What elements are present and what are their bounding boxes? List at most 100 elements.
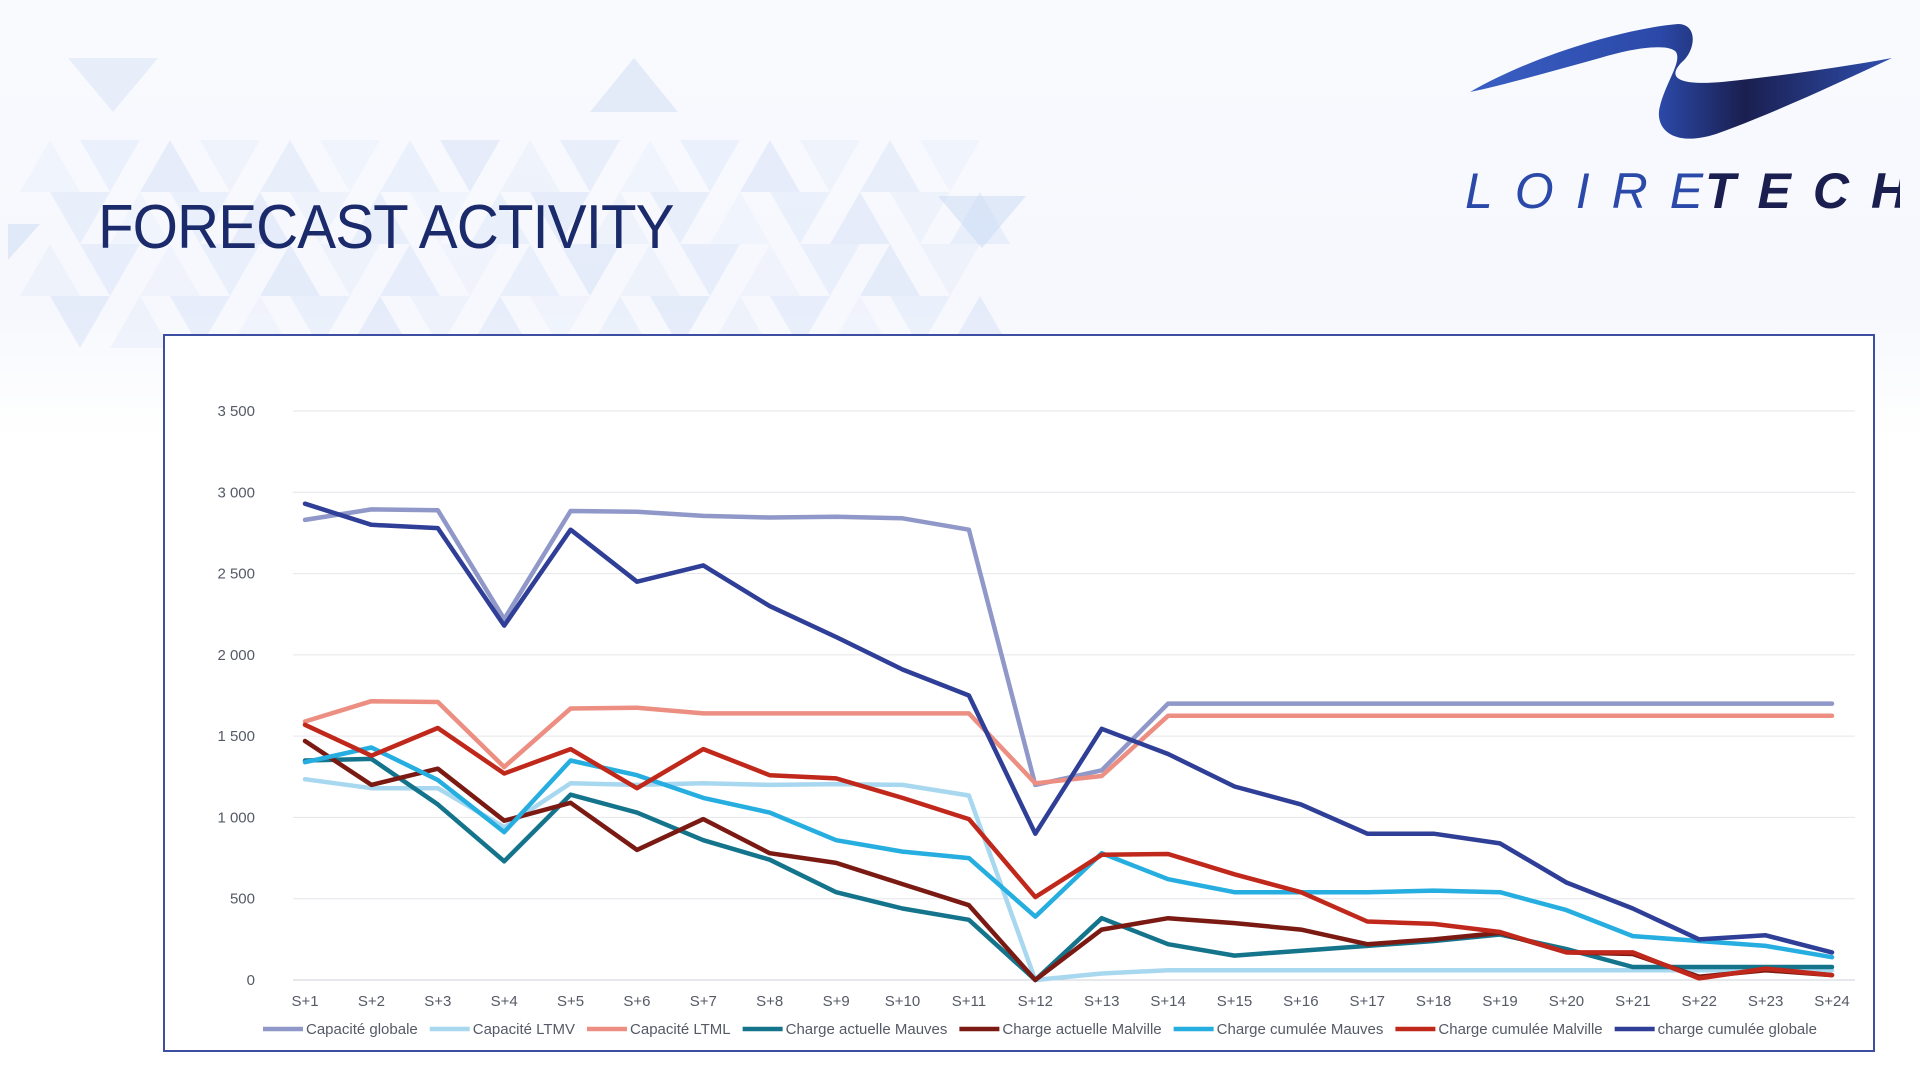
- decor-triangle: [440, 140, 500, 192]
- series-line: [302, 501, 1835, 955]
- decor-triangle: [530, 296, 590, 348]
- decor-triangle: [890, 192, 950, 244]
- series-lines: [302, 501, 1835, 983]
- logo-text-loire: LOIRE: [1465, 163, 1725, 219]
- x-tick-label: S+15: [1217, 993, 1252, 1010]
- x-tick-label: S+18: [1416, 993, 1451, 1010]
- decor-triangle: [230, 192, 290, 244]
- x-tick-label: S+21: [1615, 993, 1650, 1010]
- decor-triangle: [740, 244, 800, 296]
- decor-triangle: [680, 244, 740, 296]
- decor-triangle: [50, 192, 110, 244]
- decor-triangle: [290, 296, 350, 348]
- y-tick-label: 1 500: [217, 728, 255, 745]
- decor-triangle: [380, 244, 440, 296]
- x-tick-label: S+1: [291, 993, 318, 1010]
- decor-triangle: [110, 296, 170, 348]
- decor-triangle: [650, 192, 710, 244]
- y-tick-label: 2 500: [217, 566, 255, 583]
- decor-triangle: [260, 244, 320, 296]
- decor-triangle: [410, 192, 470, 244]
- x-tick-label: S+7: [690, 993, 717, 1010]
- decor-triangle: [80, 244, 140, 296]
- y-tick-label: 1 000: [217, 809, 255, 826]
- decor-triangle: [938, 196, 1026, 248]
- legend-label: Charge cumulée Malville: [1438, 1021, 1602, 1038]
- x-tick-label: S+8: [756, 993, 783, 1010]
- x-tick-label: S+22: [1681, 993, 1716, 1010]
- decor-triangle: [110, 192, 170, 244]
- decor-triangle: [590, 192, 650, 244]
- decor-triangle: [500, 140, 560, 192]
- legend-label: Capacité globale: [306, 1021, 418, 1038]
- legend-label: Capacité LTMV: [473, 1021, 575, 1038]
- decor-triangle: [830, 192, 890, 244]
- decor-triangle: [320, 244, 380, 296]
- x-tick-label: S+3: [424, 993, 451, 1010]
- decor-triangle: [560, 140, 620, 192]
- decor-triangle: [800, 140, 860, 192]
- decor-triangle: [200, 244, 260, 296]
- decor-triangle: [920, 244, 980, 296]
- loiretech-logo: LOIRE TECH: [1465, 24, 1900, 219]
- decor-triangle: [800, 244, 860, 296]
- y-tick-label: 3 000: [217, 484, 255, 501]
- triangle-pattern-decoration: [8, 58, 1026, 348]
- x-tick-label: S+4: [491, 993, 518, 1010]
- series-line: [302, 745, 1835, 960]
- decor-triangle: [290, 192, 350, 244]
- chart-frame: 0 500 1 000 1 500 2 000 2 500 3 000 3 500 S+1 S+…: [163, 334, 1875, 1052]
- decor-triangle: [770, 192, 830, 244]
- decor-triangle: [440, 244, 500, 296]
- x-tick-label: S+11: [952, 993, 986, 1010]
- x-tick-label: S+17: [1350, 993, 1385, 1010]
- decor-triangle: [560, 244, 620, 296]
- slide-title: FORECAST ACTIVITY: [98, 193, 674, 262]
- x-tick-label: S+20: [1549, 993, 1584, 1010]
- logo-text-tech: TECH: [1705, 163, 1900, 219]
- decor-triangle: [860, 140, 920, 192]
- y-tick-label: 3 500: [217, 403, 255, 420]
- x-tick-label: S+14: [1150, 993, 1185, 1010]
- x-tick-label: S+2: [358, 993, 385, 1010]
- series-line: [302, 776, 1835, 983]
- decor-triangle: [590, 58, 678, 112]
- decor-triangle: [650, 296, 710, 348]
- decor-triangle: [860, 244, 920, 296]
- decor-triangle: [470, 192, 530, 244]
- legend-label: Capacité LTML: [630, 1021, 731, 1038]
- decor-triangle: [350, 192, 410, 244]
- decor-triangle: [140, 244, 200, 296]
- decor-triangle: [68, 58, 158, 112]
- x-tick-label: S+10: [885, 993, 920, 1010]
- y-tick-label: 2 000: [217, 647, 255, 664]
- x-tick-label: S+12: [1018, 993, 1053, 1010]
- decor-triangle: [260, 140, 320, 192]
- x-tick-label: S+23: [1748, 993, 1783, 1010]
- decor-triangle: [200, 140, 260, 192]
- decor-triangle: [410, 296, 470, 348]
- decor-triangle: [50, 296, 110, 348]
- x-tick-label: S+6: [623, 993, 650, 1010]
- decor-triangle: [80, 140, 140, 192]
- decor-triangle: [20, 244, 80, 296]
- x-tick-label: S+5: [557, 993, 584, 1010]
- legend-label: Charge actuelle Mauves: [786, 1021, 948, 1038]
- legend-label: charge cumulée globale: [1658, 1021, 1817, 1038]
- gridlines: [293, 410, 1855, 981]
- decor-triangle: [8, 224, 40, 260]
- decor-triangle: [140, 140, 200, 192]
- decor-triangle: [530, 192, 590, 244]
- decor-triangle: [170, 192, 230, 244]
- series-line: [302, 756, 1835, 983]
- decor-triangle: [740, 140, 800, 192]
- y-tick-label: 0: [247, 972, 255, 989]
- decor-triangle: [620, 140, 680, 192]
- decor-triangle: [890, 296, 950, 348]
- series-line: [302, 722, 1835, 981]
- decor-triangle: [20, 140, 80, 192]
- decor-triangle: [620, 244, 680, 296]
- x-tick-label: S+24: [1814, 993, 1849, 1010]
- decor-triangle: [770, 296, 830, 348]
